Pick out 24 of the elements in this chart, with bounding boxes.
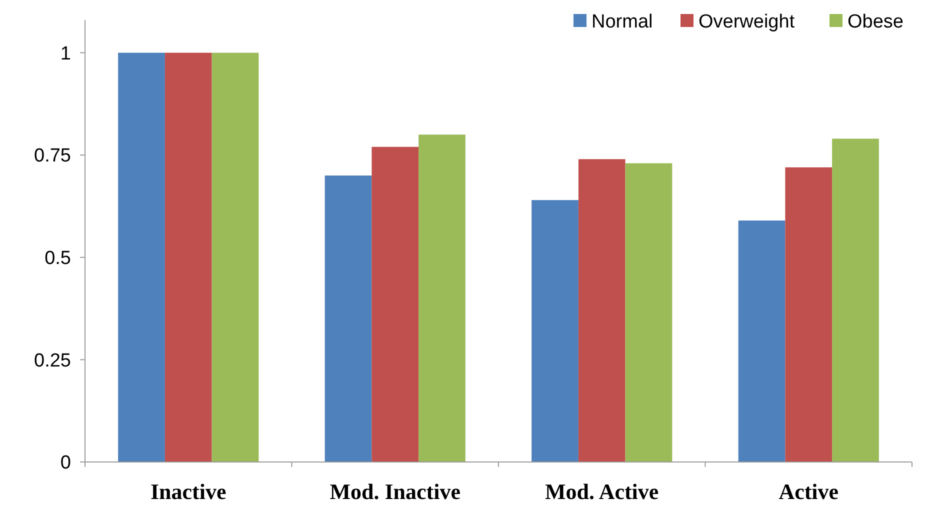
bar [418,134,466,462]
bar [738,220,786,462]
y-tick-label: 1 [60,43,71,64]
legend-label: Obese [848,12,904,33]
x-tick-label: Mod. Inactive [330,479,461,504]
x-tick-label: Active [778,479,839,504]
legend-label: Overweight [698,12,796,33]
bar [578,159,626,462]
legend-label: Normal [592,12,653,33]
bar [372,146,419,462]
bar [625,163,672,462]
y-tick-label: 0.75 [34,146,71,167]
bar [532,200,578,462]
bar [212,52,259,462]
bar [785,167,832,462]
x-tick-label: Inactive [150,479,226,504]
y-tick-label: 0 [60,452,71,474]
bar [324,176,372,462]
bar [832,138,879,462]
bar [118,52,165,462]
bar [164,52,212,462]
y-tick-label: 0.25 [34,350,71,372]
x-tick-label: Mod. Active [545,479,659,504]
y-tick-label: 0.5 [44,248,71,270]
